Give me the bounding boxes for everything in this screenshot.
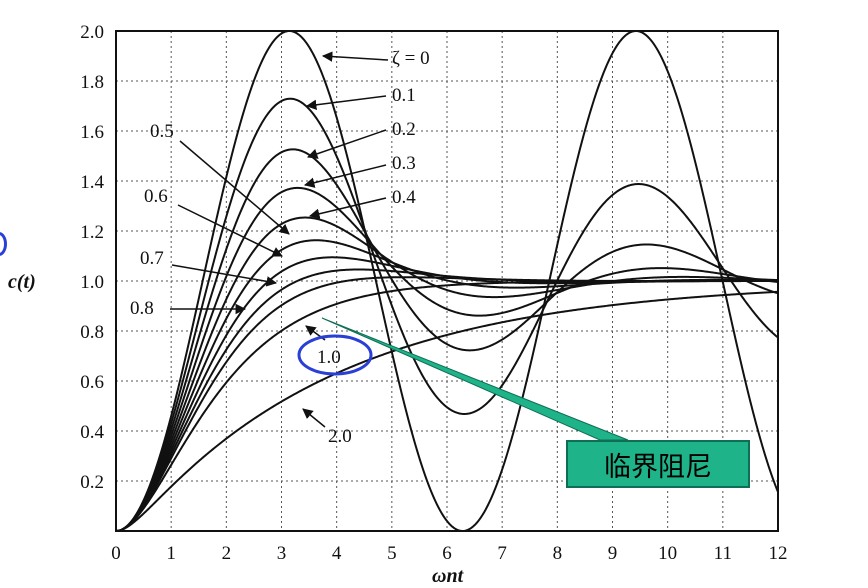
curve-annotations: ζ = 0 0.1 0.2 0.3 0.4 0.5 0.6 0.7 0.8 1.0 2.0 xyxy=(130,48,629,447)
label-arrow xyxy=(308,197,387,219)
y-tick-labels: 0.2 0.4 0.6 0.8 1.0 1.2 1.4 1.6 1.8 2.0 xyxy=(80,22,104,493)
critical-damping-callout: 临界阻尼 xyxy=(566,440,750,488)
x-tick-label: 8 xyxy=(553,543,563,564)
series-line xyxy=(115,148,779,532)
label-arrow xyxy=(177,204,283,257)
x-tick-label: 2 xyxy=(222,543,232,564)
y-tick-label: 0.6 xyxy=(80,372,104,393)
x-tick-label: 7 xyxy=(497,543,507,564)
series-label: 0.5 xyxy=(150,121,174,142)
x-axis-label: ωnt xyxy=(432,565,465,587)
y-tick-label: 1.4 xyxy=(80,172,104,193)
series-line xyxy=(115,290,779,532)
y-axis-label: c(t) xyxy=(8,271,36,293)
chart-curves xyxy=(115,29,779,533)
series-label: 0.6 xyxy=(144,186,168,207)
y-tick-label: 1.2 xyxy=(80,222,104,243)
x-tick-label: 3 xyxy=(277,543,287,564)
label-arrow xyxy=(321,51,389,62)
series-label: 0.2 xyxy=(392,119,416,140)
x-tick-label: 10 xyxy=(658,543,677,564)
series-line xyxy=(115,186,779,532)
series-label: 0.7 xyxy=(140,248,164,269)
label-arrow xyxy=(305,95,387,111)
series-line xyxy=(115,216,779,532)
y-tick-label: 0.2 xyxy=(80,472,104,493)
label-arrow xyxy=(302,408,326,428)
y-tick-label: 1.8 xyxy=(80,72,104,93)
x-tick-label: 9 xyxy=(608,543,618,564)
callout-text: 临界阻尼 xyxy=(604,451,712,483)
x-tick-label: 12 xyxy=(769,543,788,564)
series-label: ζ = 0 xyxy=(392,48,430,69)
label-arrow xyxy=(179,140,290,235)
callout-pointer xyxy=(321,317,629,441)
series-line xyxy=(115,97,779,532)
highlight-ellipse xyxy=(297,334,373,376)
y-tick-label: 1.6 xyxy=(80,122,104,143)
y-tick-label: 0.4 xyxy=(80,422,104,443)
series-label: 0.4 xyxy=(392,187,416,208)
x-tick-label: 4 xyxy=(332,543,342,564)
series-label: 0.8 xyxy=(130,298,154,319)
series-label: 0.3 xyxy=(392,153,416,174)
x-tick-label: 11 xyxy=(714,543,732,564)
label-arrow xyxy=(171,264,278,287)
series-line xyxy=(115,29,779,533)
series-label: 2.0 xyxy=(328,426,352,447)
label-arrow xyxy=(307,129,387,159)
x-tick-labels: 0 1 2 3 4 5 6 7 8 9 10 11 12 xyxy=(111,543,787,564)
label-arrow xyxy=(303,164,387,188)
plot-frame xyxy=(115,30,779,532)
y-tick-label: 2.0 xyxy=(80,22,104,43)
y-tick-label: 1.0 xyxy=(80,272,104,293)
series-label: 1.0 xyxy=(317,347,341,368)
x-tick-label: 0 xyxy=(111,543,121,564)
x-tick-label: 1 xyxy=(166,543,176,564)
y-tick-label: 0.8 xyxy=(80,322,104,343)
x-tick-label: 6 xyxy=(442,543,452,564)
x-tick-label: 5 xyxy=(387,543,397,564)
series-label: 0.1 xyxy=(392,85,416,106)
series-line xyxy=(115,280,778,532)
